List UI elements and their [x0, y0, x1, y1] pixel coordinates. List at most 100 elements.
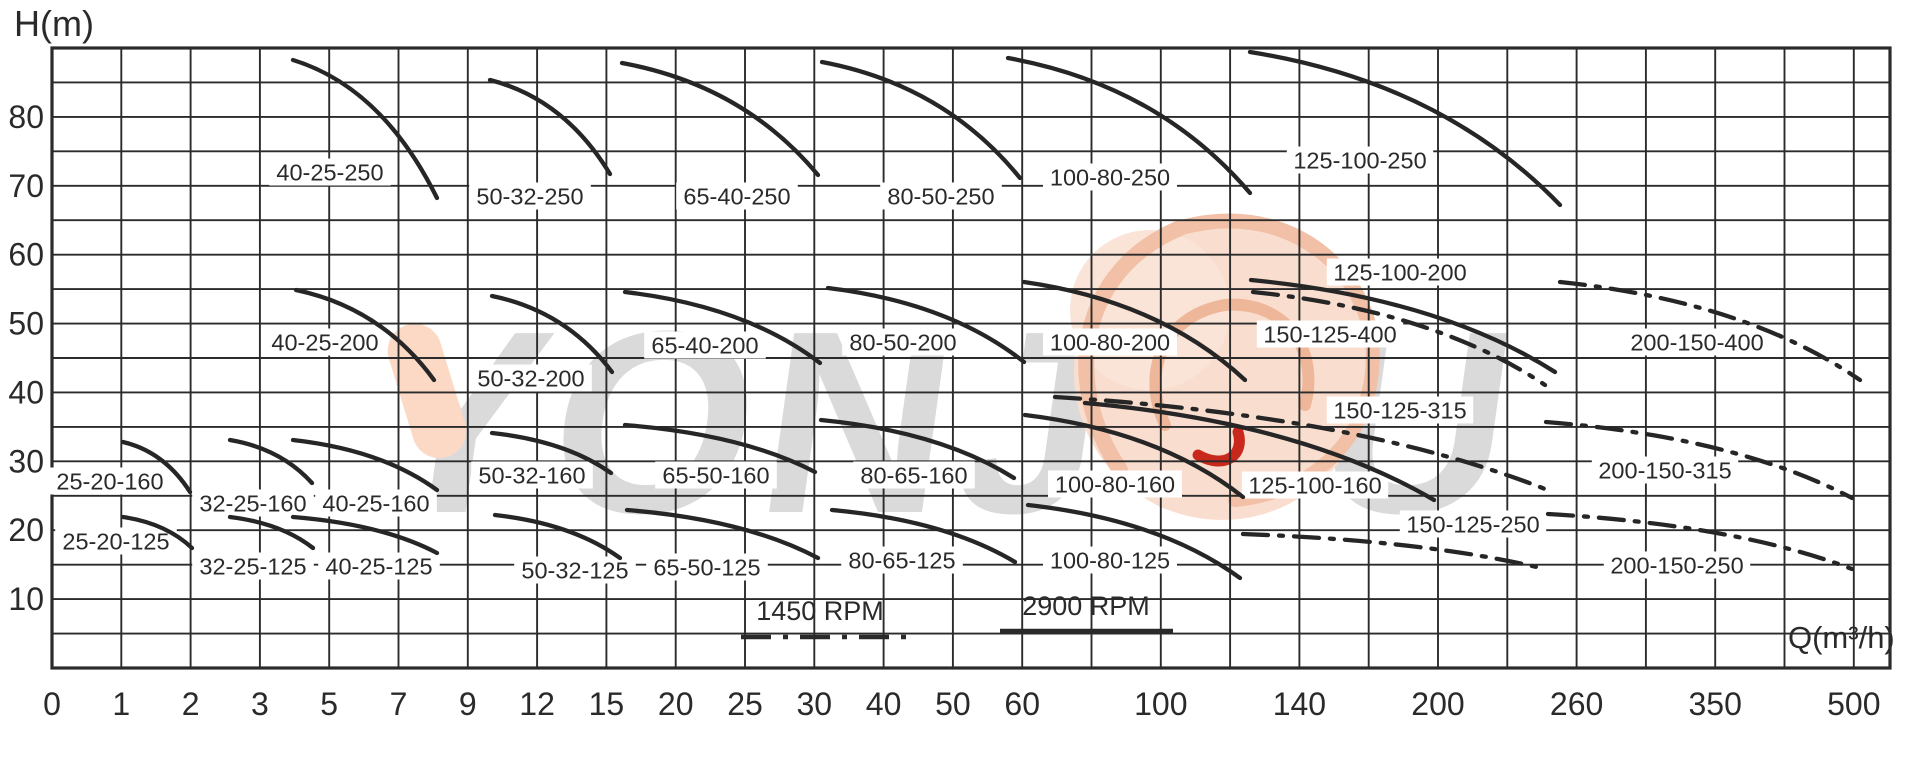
pump-curve-100-80-250 [1005, 55, 1253, 196]
x-tick-label: 5 [320, 686, 338, 722]
curve-label-box [1043, 163, 1177, 191]
curve-label-box [315, 489, 437, 517]
x-tick-label: 350 [1689, 686, 1742, 722]
curve-label-box [192, 489, 314, 517]
curve-label: 100-80-200 [1043, 328, 1177, 356]
curve-label: 200-150-250 [1603, 551, 1751, 579]
x-tick-label: 30 [797, 686, 833, 722]
x-tick-label: 0 [43, 686, 61, 722]
curve-label-box [644, 331, 766, 359]
curve-label: 80-65-125 [841, 546, 963, 574]
y-tick-label: 80 [8, 99, 44, 135]
curve-label-box [842, 328, 964, 356]
y-tick-label: 10 [8, 581, 44, 617]
pump-curve-25-20-160 [120, 439, 193, 495]
curve-label-box [49, 467, 171, 495]
pump-curve-200-150-250 [1545, 511, 1855, 572]
curve-label: 150-125-400 [1256, 320, 1404, 348]
x-tick-label: 40 [866, 686, 902, 722]
curve-label-box [655, 461, 777, 489]
x-tick-label: 140 [1273, 686, 1326, 722]
pump-curve-65-40-200 [622, 289, 823, 366]
curve-label-text: 100-80-125 [1050, 548, 1170, 574]
curve-label-text: 40-25-200 [271, 330, 378, 356]
curve-label: 50-32-200 [470, 364, 592, 392]
curve-label: 32-25-160 [192, 489, 314, 517]
curve-label-box [1326, 258, 1474, 286]
pump-curve-50-32-125 [492, 512, 623, 561]
curve-label-text: 65-50-160 [662, 463, 769, 489]
curve-label-text: 100-80-250 [1050, 165, 1170, 191]
curve-label-text: 40-25-250 [276, 160, 383, 186]
curve-label: 40-25-200 [264, 328, 386, 356]
curve-label: 150-125-250 [1399, 510, 1547, 538]
y-tick-label: 30 [8, 443, 44, 479]
curve-label: 125-100-200 [1326, 258, 1474, 286]
curve-label-text: 150-125-400 [1263, 322, 1396, 348]
curve-label: 50-32-125 [514, 556, 636, 584]
curve-label-text: 100-80-200 [1050, 330, 1170, 356]
curve-label-box [192, 552, 314, 580]
curve-label: 200-150-400 [1623, 328, 1771, 356]
pump-curve-40-25-250 [290, 57, 440, 201]
curve-label-text: 200-150-315 [1598, 458, 1731, 484]
legend-item: 1450 RPM [741, 596, 916, 640]
curve-label-text: 40-25-160 [322, 491, 429, 517]
curve-label: 150-125-315 [1326, 396, 1474, 424]
curve-label: 100-80-250 [1043, 163, 1177, 191]
curve-label-box [880, 182, 1002, 210]
curve-label-box [1043, 546, 1177, 574]
curve-label-box [470, 364, 592, 392]
y-tick-label: 50 [8, 306, 44, 342]
axis-tick-layer: 0 1 2 3 5 7 9 12 15 20 25 30 40 50 60 100 140 200 260 350 50… [8, 99, 1880, 722]
curve-label-box [676, 182, 798, 210]
curve-label-text: 50-32-200 [477, 366, 584, 392]
curve-label-box [55, 527, 177, 555]
curve-label-box [514, 556, 636, 584]
curve-label: 100-80-160 [1048, 470, 1182, 498]
curve-label-text: 25-20-160 [56, 469, 163, 495]
curve-label: 80-65-160 [853, 461, 975, 489]
curve-label-box [1286, 146, 1434, 174]
x-tick-label: 9 [459, 686, 477, 722]
x-tick-label: 25 [727, 686, 763, 722]
pump-curve-32-25-160 [227, 437, 315, 486]
curve-label-box [1623, 328, 1771, 356]
curve-label-text: 32-25-160 [199, 491, 306, 517]
curve-label-box [1603, 551, 1751, 579]
curve-label: 40-25-125 [318, 552, 440, 580]
pump-curve-150-125-400 [1250, 289, 1548, 388]
plot-border [50, 46, 1892, 670]
curve-label: 80-50-200 [842, 328, 964, 356]
x-tick-label: 1 [112, 686, 130, 722]
curve-label-text: 80-65-125 [848, 548, 955, 574]
curve-label-text: 125-100-250 [1293, 148, 1426, 174]
curve-label: 25-20-160 [49, 467, 171, 495]
curve-label: 65-40-200 [644, 331, 766, 359]
curve-label-box [1256, 320, 1404, 348]
curve-label: 40-25-160 [315, 489, 437, 517]
curve-label-box [1591, 456, 1739, 484]
x-tick-label: 3 [251, 686, 269, 722]
curve-label-box [841, 546, 963, 574]
pump-curve-50-32-250 [487, 77, 613, 177]
pump-curve-125-100-200 [1248, 277, 1558, 375]
curve-label-text: 50-32-125 [521, 558, 628, 584]
pump-curve-100-80-200 [1021, 279, 1248, 383]
pump-curve-40-25-125 [290, 514, 440, 556]
curve-label-box [1241, 471, 1389, 499]
pump-curve-65-50-160 [622, 422, 818, 475]
curve-label: 200-150-315 [1591, 456, 1739, 484]
pump-curve-125-100-160 [1082, 400, 1437, 503]
pump-curve-80-65-160 [818, 417, 1017, 481]
pump-curve-100-80-160 [1022, 412, 1246, 500]
curve-label-text: 80-65-160 [860, 463, 967, 489]
curve-label: 125-100-250 [1286, 146, 1434, 174]
legend-label: 1450 RPM [756, 596, 884, 626]
pump-curve-50-32-200 [489, 293, 615, 375]
curve-label: 50-32-160 [471, 461, 593, 489]
curve-label-text: 32-25-125 [199, 554, 306, 580]
pump-curve-200-150-315 [1543, 419, 1855, 501]
curve-label-text: 200-150-400 [1630, 330, 1763, 356]
